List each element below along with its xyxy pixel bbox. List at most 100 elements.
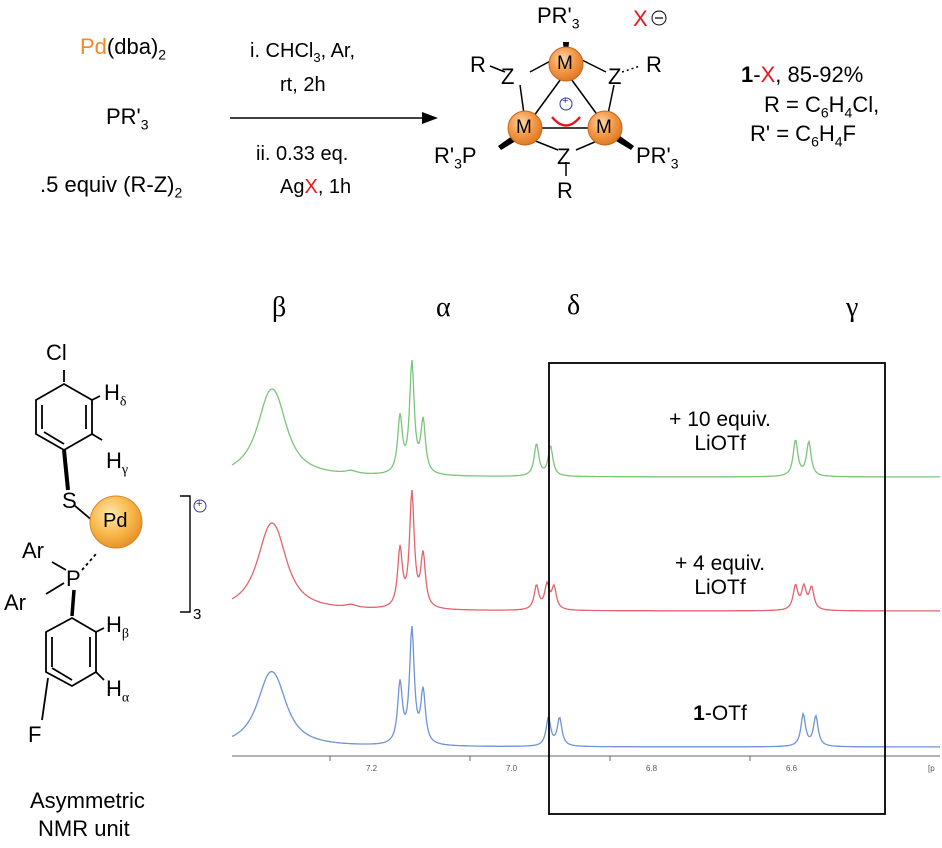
r-def-b: H (828, 92, 845, 117)
spectrum-label-4-line1: + 4 equiv. (674, 552, 766, 575)
h-alpha-text: H (106, 676, 122, 701)
x-tick-6-8: 6.8 (646, 764, 658, 773)
reaction-arrow (230, 112, 438, 124)
condition-step1-time: rt, 2h (280, 74, 326, 96)
spectrum-label-1-bold: 1 (693, 702, 705, 725)
cluster-anion: X (633, 6, 648, 31)
pd-sphere (89, 495, 143, 549)
left-phosphine-b: P (461, 143, 477, 168)
reagent-dichalcogenide-text: .5 equiv (R-Z) (40, 172, 175, 197)
condition-anion-x: X (304, 176, 318, 198)
h-beta-sub: β (121, 626, 130, 642)
nmr-unit-s: S (62, 488, 77, 513)
cluster-top-phosphine: PR'3 (537, 3, 580, 31)
nmr-unit-ar-bottom: Ar (4, 590, 26, 615)
cluster-charge-circle (559, 97, 573, 111)
product-r-definition: R = C6H4Cl, (764, 92, 879, 120)
peak-label-delta: δ (567, 290, 581, 321)
nmr-unit-h-alpha: Hα (106, 676, 129, 706)
x-tick-6-6: 6.6 (786, 764, 798, 773)
h-gamma-text: H (106, 448, 122, 473)
spectrum-label-10-equiv: + 10 equiv. LiOTf (620, 408, 820, 456)
product-compound: 1-X, 85-92% (741, 62, 864, 87)
reagent-pd-metal: Pd (80, 34, 107, 59)
left-phosphine-a: R' (434, 143, 455, 168)
condition-step1-b: , Ar, (320, 40, 356, 62)
cluster-left-phosphine: R'3P (434, 143, 477, 171)
nmr-unit-f: F (28, 722, 42, 747)
nmr-unit-ar-top: Ar (22, 538, 44, 563)
nmr-unit-charge: + (196, 498, 203, 510)
spectrum-label-4-equiv: + 4 equiv. LiOTf (620, 552, 820, 600)
right-phosphine-text: PR' (636, 143, 671, 168)
condition-step1-sub: 3 (313, 50, 321, 65)
nmr-unit-caption-line2: NMR unit (38, 816, 130, 841)
cluster-z-left: Z (501, 64, 515, 89)
top-phosphine-text: PR' (537, 3, 572, 28)
wedge-bond-left (498, 136, 516, 150)
delta-region-box (548, 362, 886, 815)
x-tick-unit: [p (928, 764, 935, 773)
cluster-metal-top: M (557, 53, 573, 74)
anion-minus-sign: ⊖ (655, 9, 656, 10)
reagent-dba-sub: 2 (158, 46, 167, 63)
compound-number: 1 (741, 62, 754, 87)
spectrum-trace-3 (231, 625, 940, 748)
nmr-unit-h-gamma: Hγ (106, 448, 128, 478)
cluster-metal-right: M (596, 117, 612, 138)
spectrum-label-1-rest: -OTf (704, 702, 747, 725)
h-beta-text: H (106, 612, 122, 637)
anion-charge-circle (651, 10, 667, 26)
nmr-spectra-plot (231, 359, 940, 761)
cluster-z-right: Z (608, 64, 622, 89)
rp-def-b: H (818, 121, 835, 146)
nmr-unit-cl: Cl (46, 340, 67, 365)
peak-label-alpha: α (436, 292, 451, 323)
h-alpha-sub: α (121, 690, 130, 706)
reagent-phosphine: PR'3 (106, 104, 149, 132)
cluster-right-phosphine: PR'3 (636, 143, 679, 171)
reagent-dichalcogenide-sub: 2 (174, 184, 183, 201)
cluster-r-bottom: R (557, 178, 573, 203)
cluster-plus-charge: + (562, 95, 569, 107)
nmr-unit-p: P (66, 566, 81, 591)
condition-time: , 1h (317, 176, 352, 198)
rp-def-sub1: 6 (811, 133, 819, 150)
nmr-unit-h-beta: Hβ (106, 612, 129, 642)
nmr-unit-charge-circle (193, 499, 207, 513)
h-delta-sub: δ (119, 394, 127, 410)
top-phosphine-sub: 3 (571, 15, 580, 32)
compound-anion: X (760, 62, 776, 87)
r-def-a: R = C (764, 92, 821, 117)
rp-def-sub2: 4 (834, 133, 843, 150)
right-phosphine-sub: 3 (670, 155, 679, 172)
nmr-unit-bracket (180, 495, 191, 613)
nmr-unit-h-delta: Hδ (104, 380, 127, 410)
rp-def-c: F (842, 121, 856, 146)
metal-sphere-left (507, 110, 543, 146)
metal-sphere-top (548, 46, 584, 82)
condition-step1: i. CHCl3, Ar, (250, 40, 355, 65)
spectrum-label-10-line2: LiOTf (694, 432, 746, 455)
x-tick-7-0: 7.0 (506, 764, 518, 773)
product-rprime-definition: R' = C6H4F (750, 121, 856, 149)
x-tick-7-2: 7.2 (366, 764, 378, 773)
h-gamma-sub: γ (121, 462, 129, 478)
compound-yield: , 85-92% (775, 62, 864, 87)
spectrum-trace-2 (231, 489, 940, 612)
reagent-dba: (dba) (106, 34, 159, 59)
metal-sphere-right (587, 110, 623, 146)
nmr-unit-pd: Pd (103, 510, 128, 532)
reagent-phosphine-text: PR' (106, 104, 141, 129)
reagent-pd-dba: Pd(dba)2 (80, 34, 166, 62)
left-phosphine-sub: 3 (454, 155, 462, 172)
condition-step1-a: i. CHCl (250, 40, 314, 62)
condition-ag: Ag (280, 176, 305, 198)
reagent-phosphine-sub: 3 (140, 116, 149, 133)
cluster-metal-left: M (516, 117, 532, 138)
spectrum-label-1-otf: 1-OTf (620, 702, 820, 726)
cluster-r-left: R (470, 52, 486, 77)
nmr-unit-caption-line1: Asymmetric (30, 788, 145, 813)
spectrum-label-4-line2: LiOTf (694, 576, 746, 599)
